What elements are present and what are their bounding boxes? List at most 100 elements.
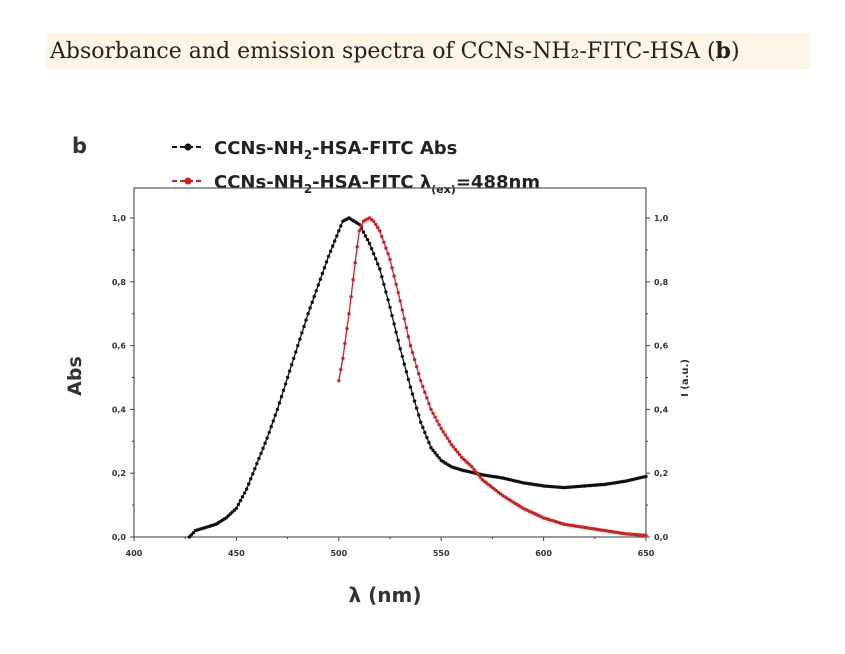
data-point: [435, 419, 439, 423]
data-point: [417, 413, 421, 417]
data-point: [367, 241, 372, 246]
data-point: [394, 330, 398, 334]
data-point: [335, 234, 339, 238]
data-point: [328, 249, 333, 253]
x-tick-label: 400: [126, 549, 143, 558]
data-point: [324, 260, 329, 264]
y-tick-label-right: 1,0: [654, 214, 669, 223]
data-point: [281, 388, 286, 392]
data-point: [361, 230, 366, 234]
data-point: [269, 424, 273, 429]
data-point: [417, 372, 421, 376]
legend-entry-abs: CCNs-NH2-HSA-FITC Abs: [172, 138, 457, 162]
y-tick-label-right: 0,4: [654, 405, 669, 414]
data-point: [351, 278, 355, 282]
data-point: [294, 350, 298, 354]
data-point: [392, 322, 396, 326]
data-point: [429, 407, 433, 412]
data-point: [283, 382, 288, 386]
x-tick-label: 550: [433, 549, 450, 558]
data-point: [257, 456, 261, 461]
data-point: [302, 324, 306, 329]
x-tick-label: 650: [638, 549, 655, 558]
data-point: [445, 436, 449, 440]
y-axis-label-left: Abs: [64, 356, 86, 396]
series-1: [337, 216, 648, 538]
data-point: [388, 257, 392, 262]
data-point: [369, 246, 374, 251]
data-point: [388, 305, 392, 309]
data-point: [376, 225, 380, 230]
y-tick-label-right: 0,2: [654, 469, 668, 478]
data-point: [298, 337, 302, 341]
data-point: [374, 257, 378, 261]
y-tick-label-left: 0,8: [112, 278, 127, 287]
data-point: [408, 343, 413, 348]
data-point: [390, 266, 394, 270]
caption-prefix: Absorbance and emission spectra of CCNs-…: [50, 39, 716, 64]
data-point: [457, 453, 462, 457]
data-point: [433, 451, 437, 455]
x-axis-label: λ (nm): [349, 583, 422, 607]
data-point: [410, 350, 415, 355]
data-point: [427, 440, 431, 445]
caption-suffix: ): [730, 39, 740, 64]
data-point: [472, 467, 476, 472]
data-point: [265, 436, 269, 440]
data-point: [273, 413, 277, 417]
data-point: [318, 277, 323, 281]
data-point: [644, 474, 648, 479]
data-point: [478, 475, 482, 479]
data-point: [406, 377, 411, 382]
data-point: [386, 298, 390, 302]
data-point: [242, 491, 247, 495]
legend-entry-emission: CCNs-NH2-HSA-FITC λ(ex)=488nm: [172, 172, 540, 196]
data-point: [376, 262, 380, 266]
legend-marker-emission: [184, 177, 192, 185]
data-point: [275, 407, 280, 412]
data-point: [427, 402, 431, 406]
x-tick-label: 450: [228, 549, 245, 558]
data-point: [371, 252, 376, 256]
data-point: [400, 308, 404, 312]
data-point: [337, 379, 341, 383]
data-point: [314, 289, 318, 293]
data-point: [287, 369, 292, 373]
data-point: [365, 238, 370, 242]
data-point: [474, 470, 478, 474]
data-point: [244, 487, 249, 491]
data-point: [419, 420, 423, 424]
data-point: [447, 439, 452, 443]
data-point: [435, 453, 439, 457]
data-point: [398, 347, 402, 351]
data-point: [261, 446, 265, 450]
data-point: [390, 313, 394, 318]
data-point: [310, 300, 314, 304]
data-point: [322, 266, 327, 270]
data-point: [398, 299, 402, 303]
data-point: [400, 354, 404, 359]
data-point: [296, 343, 300, 348]
data-point: [404, 326, 409, 330]
data-point: [421, 425, 425, 429]
caption-panel-label: b: [715, 38, 731, 64]
data-point: [404, 370, 409, 374]
data-point: [339, 367, 343, 372]
data-point: [357, 229, 361, 233]
data-point: [333, 239, 337, 243]
data-point: [306, 312, 310, 316]
data-point: [408, 385, 413, 389]
y-tick-label-left: 0,0: [112, 533, 127, 542]
data-point: [259, 451, 263, 456]
data-point: [431, 411, 435, 415]
y-tick-label-left: 0,4: [112, 405, 127, 414]
data-point: [396, 290, 400, 295]
data-point: [437, 423, 441, 427]
data-point: [290, 363, 294, 367]
data-point: [431, 448, 435, 452]
y-tick-label-right: 0,8: [654, 278, 669, 287]
data-point: [331, 244, 335, 248]
data-point: [384, 290, 388, 294]
data-point: [429, 446, 433, 450]
